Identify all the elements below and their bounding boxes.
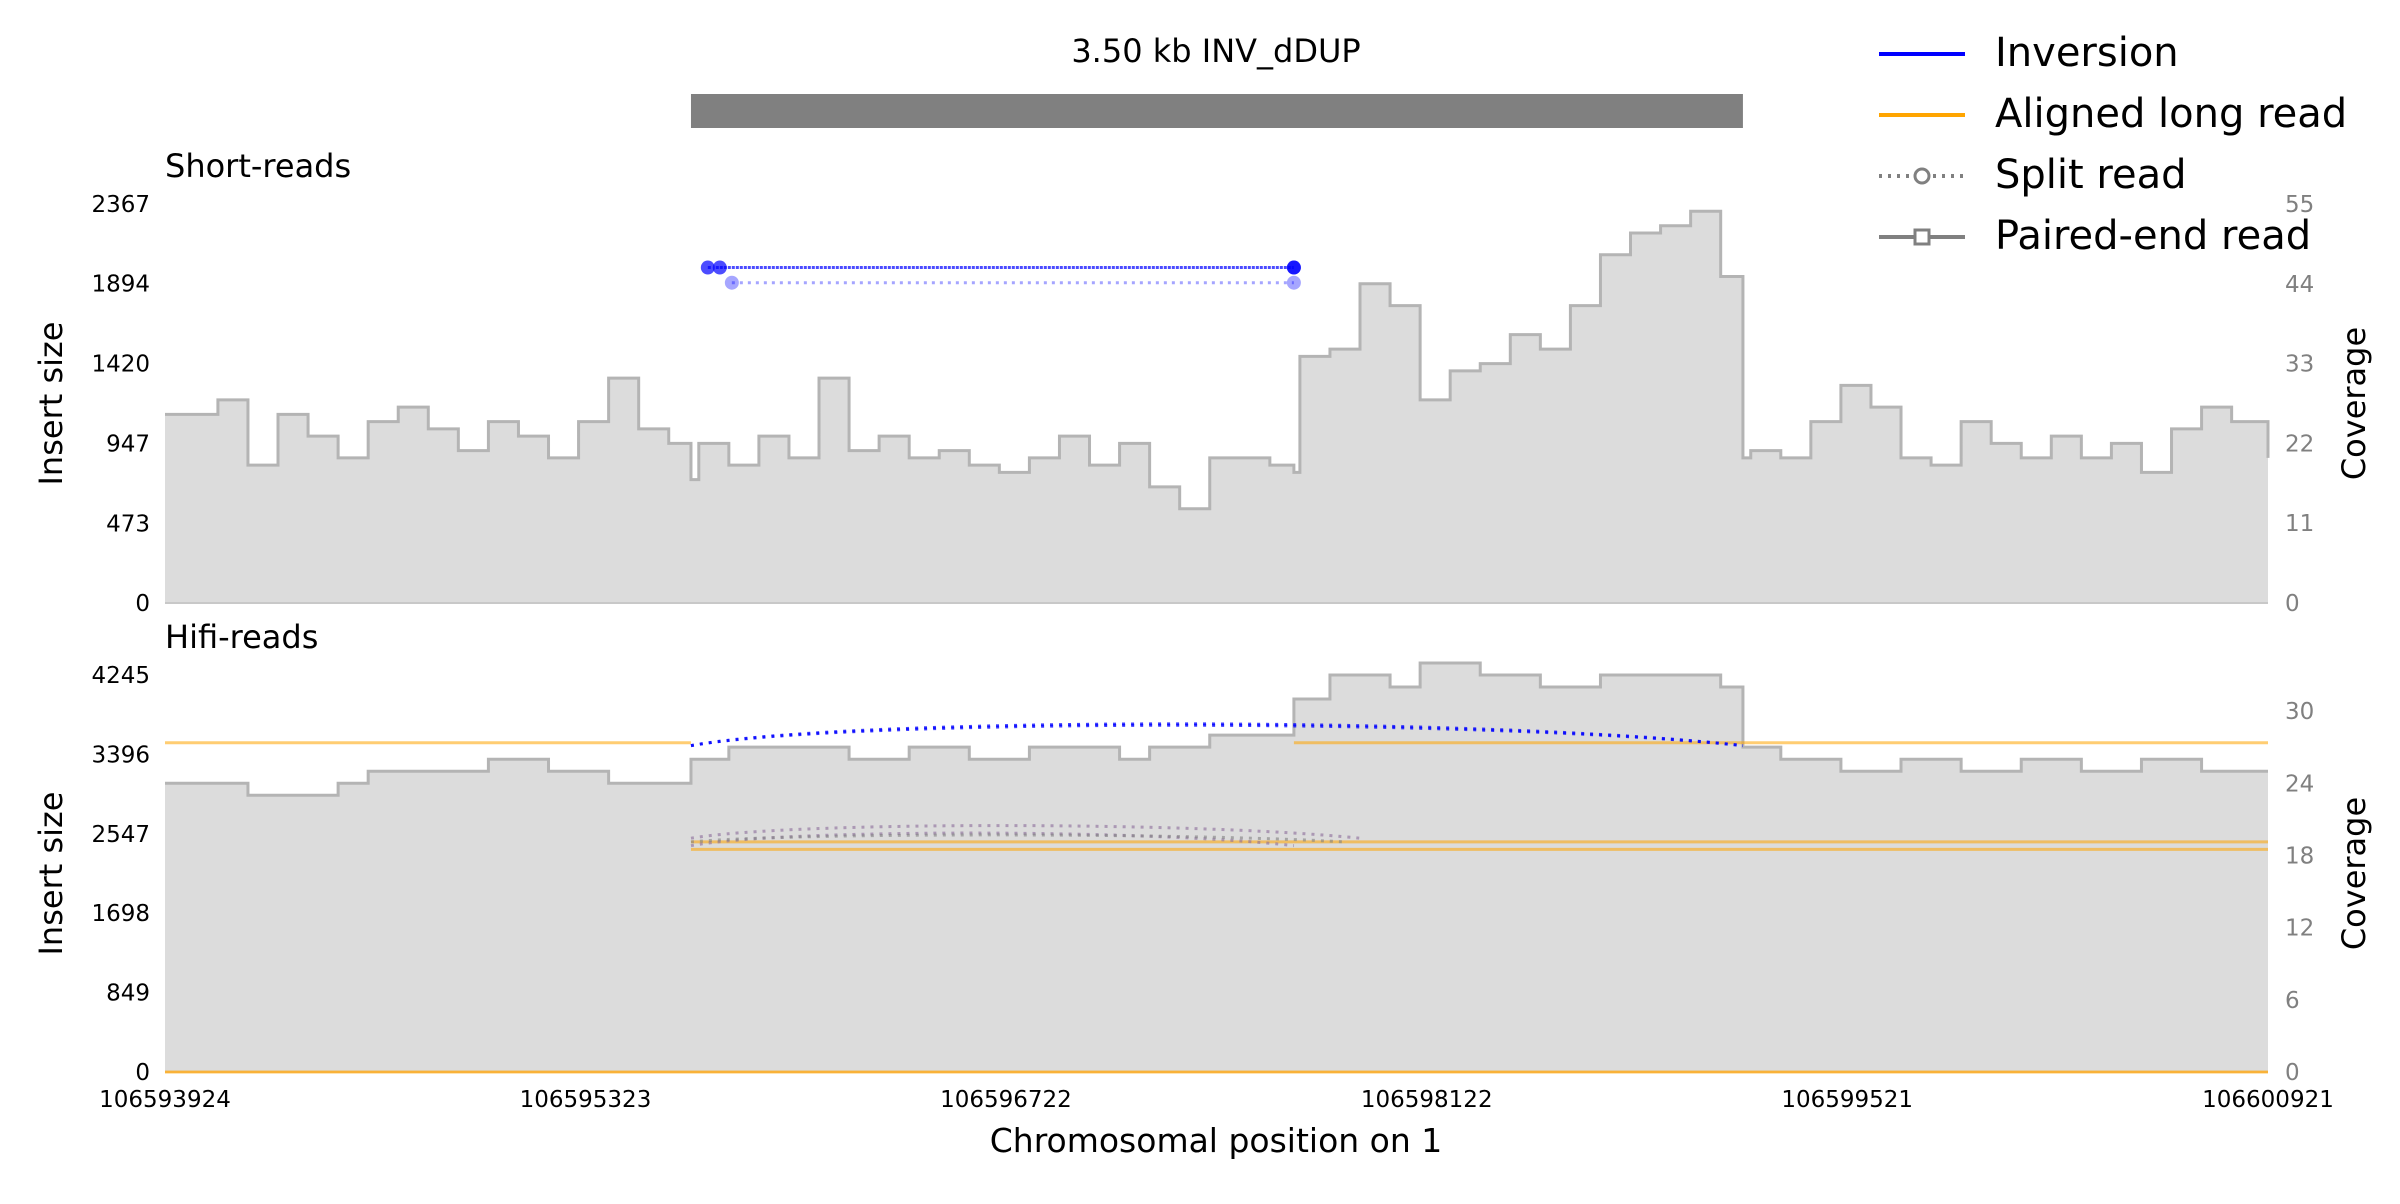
- y2-tick-label: 33: [2285, 352, 2314, 378]
- legend-item: Split read: [1879, 152, 2186, 198]
- x-tick-label: 106598122: [1361, 1087, 1493, 1113]
- x-tick-label: 106595323: [520, 1087, 652, 1113]
- hifi-reads-panel: Hifi-reads 0 849 1698 2547 3396 4245 0 6 12 18 24 30…: [32, 618, 2373, 1113]
- coverage-line: [165, 661, 2268, 797]
- split-read-start-marker: [724, 275, 739, 290]
- y-tick-label: 0: [135, 1060, 150, 1086]
- y2-tick-label: 6: [2285, 988, 2300, 1014]
- y2-tick-label: 24: [2285, 771, 2314, 797]
- chart-title: 3.50 kb INV_dDUP: [1071, 32, 1360, 70]
- legend-label: Inversion: [1995, 30, 2179, 76]
- x-tick-label: 106596722: [940, 1087, 1072, 1113]
- legend-marker: [1913, 167, 1931, 185]
- x-tick-label: 106593924: [99, 1087, 231, 1113]
- y-axis-label: Insert size: [32, 792, 70, 956]
- y-tick-label: 3396: [91, 742, 150, 768]
- overlay-layer: 3.50 kb INV_dDUP Chromosomal position on…: [690, 32, 1743, 1160]
- y2-tick-label: 0: [2285, 591, 2300, 617]
- y2-tick-label: 44: [2285, 272, 2314, 298]
- y2-tick-label: 12: [2285, 916, 2314, 942]
- y-tick-label: 473: [106, 511, 150, 537]
- y-axis-label: Insert size: [32, 322, 70, 486]
- legend-marker: [1913, 228, 1931, 246]
- x-tick-label: 106600921: [2202, 1087, 2334, 1113]
- y-tick-label: 1698: [91, 901, 150, 927]
- coverage-area: [165, 211, 2268, 603]
- split-read-end-marker: [1286, 260, 1301, 275]
- x-axis-label: Chromosomal position on 1: [990, 1121, 1443, 1160]
- y-tick-label: 1894: [91, 272, 150, 298]
- legend-label: Paired-end read: [1995, 213, 2311, 259]
- y2-tick-label: 30: [2285, 699, 2314, 725]
- split-read-arc: [690, 723, 1744, 748]
- legend-label: Aligned long read: [1995, 91, 2347, 137]
- y-tick-label: 0: [135, 591, 150, 617]
- legend: Inversion Aligned long read Split read Pair…: [1879, 30, 2347, 259]
- y-tick-label: 947: [106, 431, 150, 457]
- y-tick-label: 4245: [91, 663, 150, 689]
- y-tick-label: 2367: [91, 192, 150, 218]
- y-tick-label: 849: [106, 981, 150, 1007]
- y2-tick-label: 55: [2285, 192, 2314, 218]
- y2-tick-label: 18: [2285, 843, 2314, 869]
- coverage-line: [165, 209, 2270, 511]
- y2-axis-label: Coverage: [2335, 797, 2373, 950]
- y-tick-label: 2547: [91, 822, 150, 848]
- sv-interval-bar: [690, 94, 1743, 128]
- legend-item: Inversion: [1879, 30, 2179, 76]
- y2-tick-label: 0: [2285, 1060, 2300, 1086]
- panel-title: Short-reads: [165, 147, 351, 185]
- split-read-start-marker: [712, 260, 727, 275]
- split-read-start-marker: [700, 260, 715, 275]
- legend-item: Paired-end read: [1879, 213, 2311, 259]
- coverage-area: [165, 662, 2268, 1072]
- legend-label: Split read: [1995, 152, 2186, 198]
- legend-item: Aligned long read: [1879, 91, 2347, 137]
- y2-tick-label: 11: [2285, 511, 2314, 537]
- split-read-arc: [690, 831, 1295, 848]
- y-tick-label: 1420: [91, 352, 150, 378]
- panel-title: Hifi-reads: [165, 618, 318, 656]
- y2-tick-label: 22: [2285, 431, 2314, 457]
- split-read-arc: [690, 824, 1361, 840]
- y2-axis-label: Coverage: [2335, 327, 2373, 480]
- x-tick-label: 106599521: [1781, 1087, 1913, 1113]
- split-read-end-marker: [1286, 275, 1301, 290]
- short-reads-panel: Short-reads 0 473 947 1420 1894 2367 0 11 22 33 44 5…: [32, 147, 2373, 617]
